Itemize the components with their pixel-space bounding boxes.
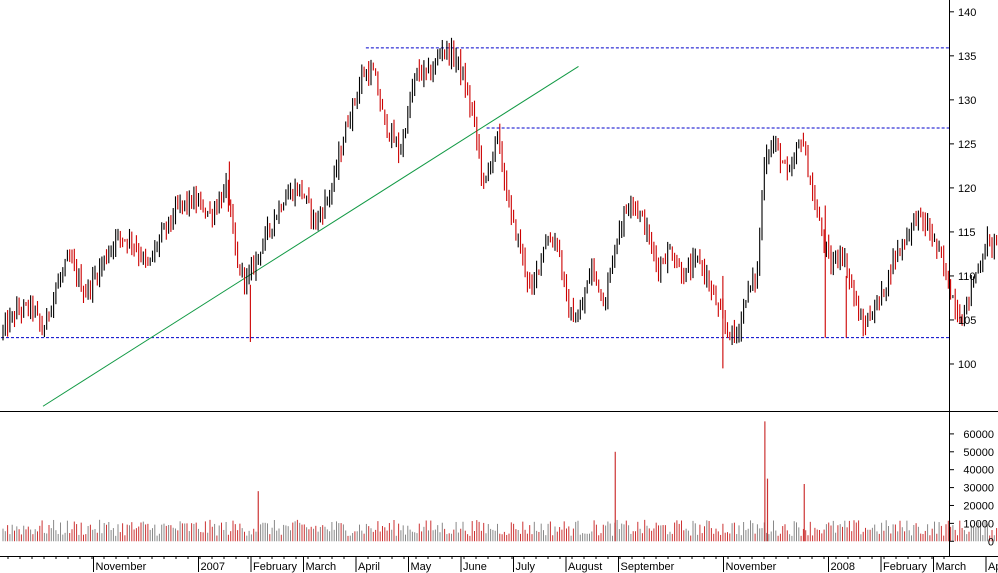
volume-tick-label: 50000 — [963, 447, 994, 459]
volume-panel — [2, 421, 998, 542]
time-x-ticks: November 2007 February March April May June Jul… — [7, 556, 998, 573]
month-tick-label: April — [358, 561, 380, 573]
month-tick-label: June — [463, 561, 487, 573]
trendline-group — [42, 65, 579, 407]
volume-tick-label: 10000 — [963, 518, 994, 530]
price-tick-label: 125 — [958, 139, 976, 151]
volume-tick-label: 40000 — [963, 465, 994, 477]
price-tick-label: 110 — [958, 271, 976, 283]
volume-tick-label: 0 — [988, 536, 994, 548]
month-tick-label: May — [411, 561, 432, 573]
volume-tick-label: 20000 — [963, 500, 994, 512]
month-tick-label: July — [516, 561, 536, 573]
price-tick-label: 105 — [958, 315, 976, 327]
month-tick-label: April — [988, 561, 998, 573]
volume-tick-label: 60000 — [963, 429, 994, 441]
price-tick-label: 130 — [958, 95, 976, 107]
volume-bars — [2, 421, 998, 542]
price-panel — [1, 37, 998, 407]
month-tick-label: February — [883, 561, 928, 573]
price-tick-label: 120 — [958, 183, 976, 195]
volume-tick-label: 30000 — [963, 483, 994, 495]
price-candles — [2, 37, 998, 369]
month-tick-label: 2008 — [831, 561, 855, 573]
month-tick-label: February — [253, 561, 298, 573]
price-tick-label: 115 — [958, 227, 976, 239]
month-tick-label: March — [936, 561, 967, 573]
month-tick-label: August — [568, 561, 602, 573]
price-tick-label: 140 — [958, 7, 976, 19]
volume-y-ticks: 0 10000 20000 30000 40000 50000 60000 — [950, 429, 994, 548]
trendline — [42, 65, 579, 407]
price-tick-label: 135 — [958, 51, 976, 63]
month-tick-label: November — [96, 561, 147, 573]
price-tick-label: 100 — [958, 359, 976, 371]
month-tick-label: 2007 — [201, 561, 225, 573]
month-tick-label: November — [726, 561, 777, 573]
price-y-ticks: 100 105 110 115 120 125 130 135 140 — [950, 7, 976, 371]
reference-lines — [1, 47, 950, 339]
month-tick-label: March — [306, 561, 337, 573]
month-tick-label: September — [621, 561, 675, 573]
